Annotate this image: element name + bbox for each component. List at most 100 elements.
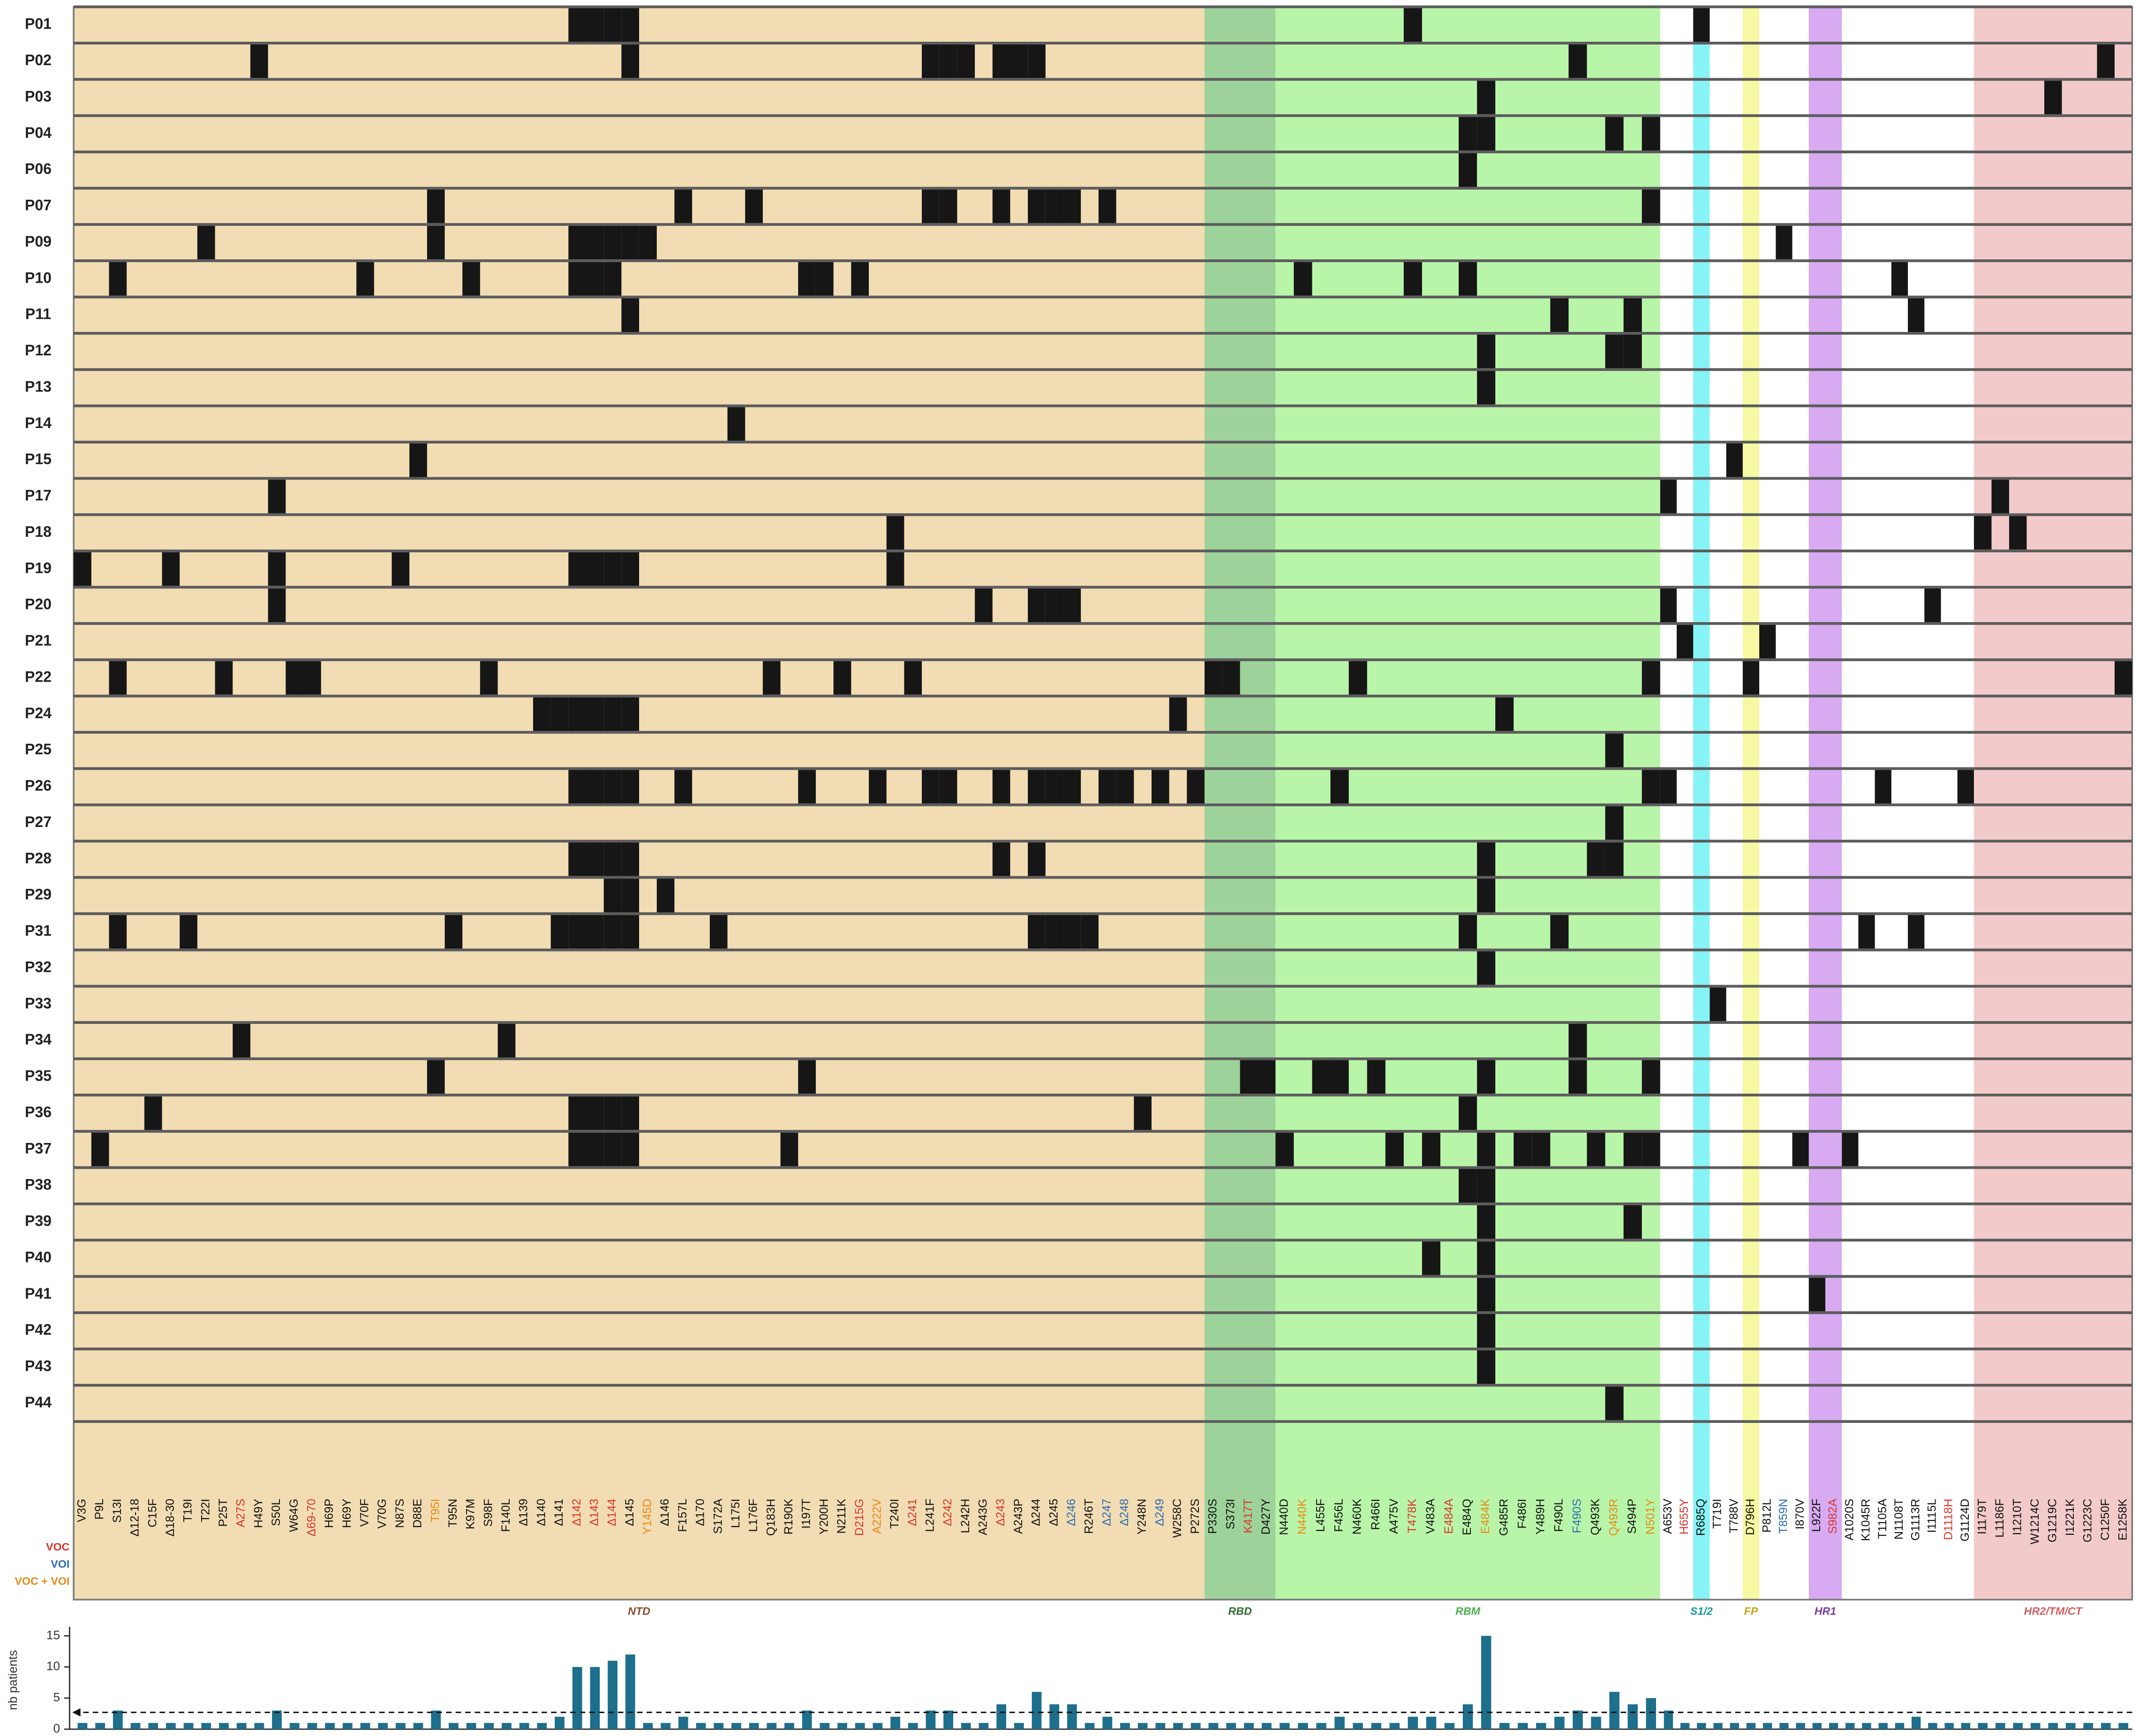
column-label: R466I bbox=[1369, 1499, 1382, 1530]
mutation-cell bbox=[1348, 661, 1367, 695]
mutation-cell bbox=[215, 661, 233, 695]
column-label: D215G bbox=[853, 1499, 866, 1536]
mutation-cell bbox=[109, 915, 127, 949]
mutation-cell bbox=[1403, 262, 1422, 296]
mutation-cell bbox=[2009, 516, 2027, 550]
column-label: R190K bbox=[782, 1499, 795, 1535]
mutation-cell bbox=[1660, 480, 1677, 513]
mutation-cell bbox=[1028, 842, 1046, 876]
mutation-cell bbox=[1459, 1169, 1477, 1203]
column-label: W1214C bbox=[2028, 1499, 2041, 1544]
bar bbox=[2083, 1723, 2094, 1729]
mutation-cell bbox=[1459, 915, 1477, 949]
mutation-cell bbox=[533, 697, 551, 731]
bar bbox=[130, 1723, 141, 1729]
mutation-cell bbox=[922, 44, 940, 78]
mutation-cell bbox=[851, 262, 869, 296]
row-label: P14 bbox=[25, 414, 52, 431]
bar bbox=[466, 1723, 476, 1729]
y-tick-label: 15 bbox=[46, 1628, 60, 1642]
mutation-cell bbox=[1028, 44, 1046, 78]
mutation-cell bbox=[1028, 915, 1046, 949]
bar bbox=[890, 1716, 900, 1729]
mutation-cell bbox=[1477, 334, 1496, 368]
mutation-cell bbox=[1063, 588, 1081, 623]
bar bbox=[1746, 1723, 1756, 1729]
mutation-cell bbox=[356, 262, 374, 296]
row-label: P42 bbox=[25, 1321, 52, 1338]
mutation-cell bbox=[868, 770, 887, 804]
row-label: P37 bbox=[25, 1140, 52, 1157]
mutation-cell bbox=[586, 770, 604, 804]
bar bbox=[714, 1723, 724, 1729]
y-tick-label: 0 bbox=[53, 1721, 60, 1735]
column-label: T719I bbox=[1711, 1499, 1724, 1529]
column-label: P9L bbox=[93, 1499, 106, 1520]
bar bbox=[2101, 1723, 2111, 1729]
row-label: P20 bbox=[25, 596, 52, 613]
reference-arrow bbox=[72, 1708, 81, 1717]
row-label: P24 bbox=[25, 705, 52, 721]
mutation-cell bbox=[1677, 624, 1694, 659]
mutation-cell bbox=[603, 842, 622, 876]
bar bbox=[1049, 1704, 1060, 1729]
bar bbox=[908, 1723, 918, 1729]
column-label: P272S bbox=[1189, 1499, 1202, 1534]
bar bbox=[855, 1723, 865, 1729]
mutation-cell bbox=[1477, 371, 1496, 405]
mutation-cell bbox=[550, 697, 569, 731]
mutation-cell bbox=[1477, 1060, 1496, 1094]
mutation-cell bbox=[1222, 661, 1240, 695]
mutation-cell bbox=[197, 225, 215, 260]
column-label: T240I bbox=[888, 1499, 901, 1529]
mutation-cell bbox=[1045, 189, 1063, 223]
mutation-cell bbox=[268, 480, 286, 513]
mutation-cell bbox=[1908, 298, 1925, 332]
mutation-cell bbox=[798, 1060, 816, 1094]
mutation-cell bbox=[409, 443, 427, 477]
column-label: I870V bbox=[1793, 1499, 1807, 1530]
column-label: I1179T bbox=[1975, 1499, 1988, 1534]
column-label: S373I bbox=[1224, 1499, 1237, 1529]
mutation-cell bbox=[1957, 770, 1974, 804]
row-label: P28 bbox=[25, 849, 52, 866]
bar bbox=[1462, 1704, 1473, 1729]
region-band bbox=[1742, 7, 1760, 1600]
column-label: T19I bbox=[181, 1499, 195, 1522]
column-label: S98F bbox=[482, 1499, 495, 1527]
mutation-cell bbox=[1403, 8, 1422, 42]
column-label: A475V bbox=[1387, 1499, 1401, 1534]
column-label: S172A bbox=[711, 1499, 724, 1534]
mutation-cell bbox=[286, 661, 304, 695]
column-label: F157L bbox=[676, 1499, 689, 1532]
row-label: P22 bbox=[25, 668, 52, 685]
column-label: Δ141 bbox=[552, 1499, 565, 1526]
column-label: Q493R bbox=[1607, 1499, 1620, 1536]
column-label: N440D bbox=[1277, 1499, 1290, 1535]
bar bbox=[1829, 1723, 1838, 1729]
mutation-cell bbox=[1642, 1133, 1660, 1166]
bar bbox=[820, 1723, 830, 1729]
bar bbox=[1085, 1723, 1095, 1729]
mutation-cell bbox=[621, 1133, 640, 1166]
bar bbox=[1627, 1704, 1638, 1729]
bar bbox=[1878, 1723, 1888, 1729]
mutation-cell bbox=[603, 697, 622, 731]
column-label: N440K bbox=[1296, 1499, 1309, 1535]
mutation-cell bbox=[392, 552, 410, 586]
mutation-cell bbox=[621, 770, 640, 804]
mutation-cell bbox=[91, 1133, 109, 1166]
bar bbox=[325, 1723, 335, 1729]
mutation-cell bbox=[1991, 480, 2009, 513]
mutation-cell bbox=[1134, 1096, 1152, 1130]
column-label: A653V bbox=[1661, 1499, 1674, 1534]
mutation-cell bbox=[1858, 915, 1875, 949]
mutation-cell bbox=[1710, 987, 1726, 1022]
bar bbox=[590, 1667, 600, 1729]
column-label: E484A bbox=[1442, 1499, 1455, 1534]
bar bbox=[1371, 1723, 1381, 1729]
bar bbox=[1912, 1716, 1921, 1729]
mutation-cell bbox=[1891, 262, 1908, 296]
mutation-cell bbox=[992, 44, 1010, 78]
mutation-cell bbox=[1098, 189, 1116, 223]
